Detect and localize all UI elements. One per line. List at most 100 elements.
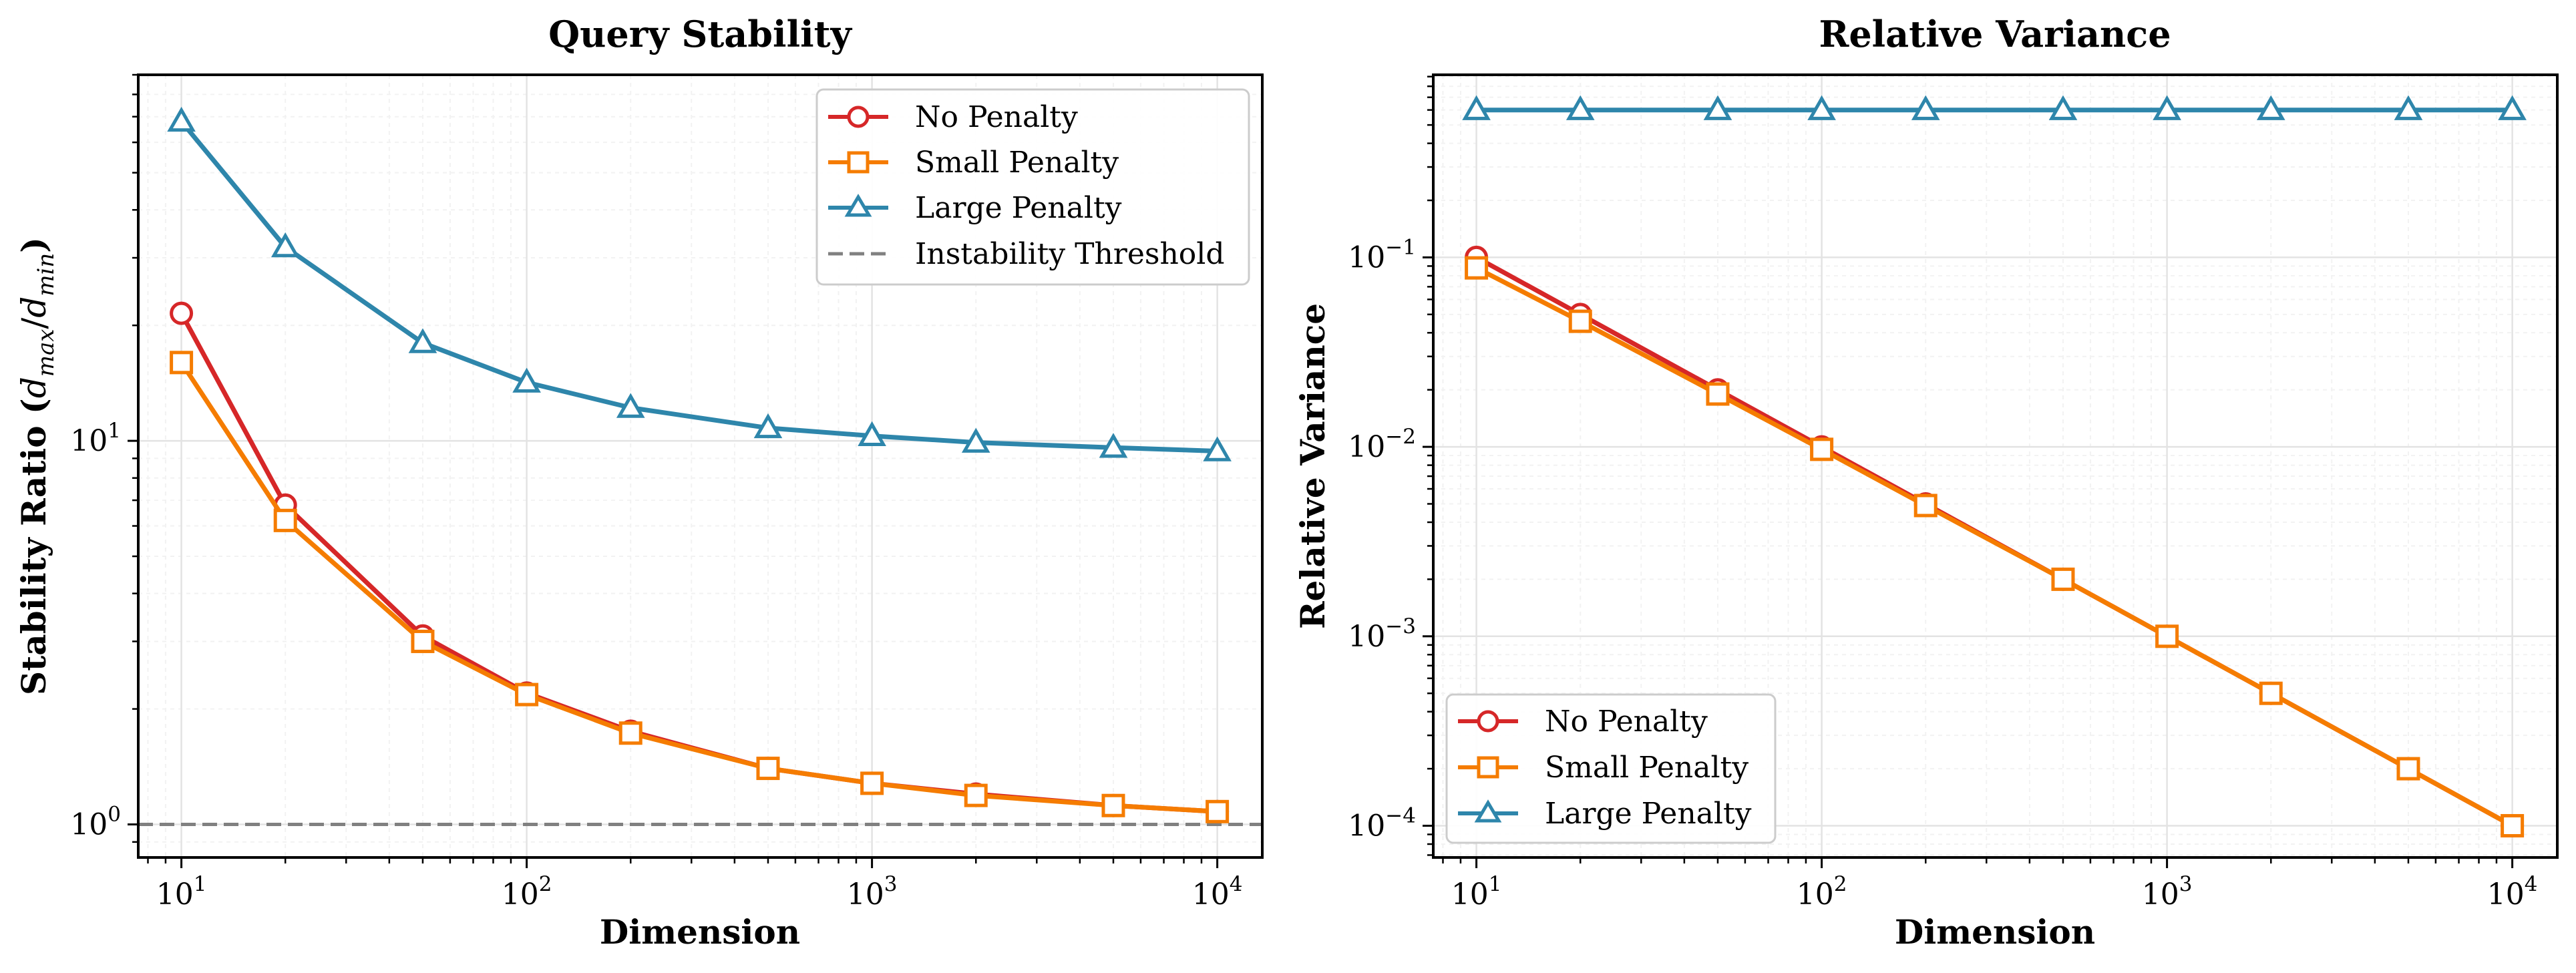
x-tick-label: 103 — [847, 872, 898, 912]
tick-labels: 101 102 103 104 10−4 10−3 10−2 10−1 — [1348, 235, 2537, 912]
x-axis-label: Dimension — [1895, 912, 2095, 952]
data-point-large-penalty — [1099, 433, 1128, 458]
legend-label: No Penalty — [1545, 705, 1708, 739]
y-axis-label-suffix: ) — [14, 237, 53, 253]
data-point-small-penalty — [618, 721, 642, 745]
data-point-no-penalty — [170, 301, 194, 325]
x-tick-label: 101 — [156, 872, 207, 912]
data-point-small-penalty — [1206, 799, 1230, 823]
data-point-small-penalty — [860, 771, 884, 795]
legend-entry-large-penalty: Large Penalty — [1458, 797, 1752, 831]
series-line-small-penalty — [1474, 265, 2515, 828]
y-axis-label-d1: d — [15, 377, 53, 398]
legend-entry-small-penalty: Small Penalty — [828, 146, 1119, 180]
data-point-small-penalty — [411, 629, 435, 653]
x-tick-label: 104 — [2487, 872, 2538, 912]
x-tick-label: 102 — [1797, 872, 1847, 912]
data-point-large-penalty — [1807, 95, 1836, 120]
legend-marker-circle — [1477, 710, 1499, 733]
data-point-large-penalty — [1911, 95, 1940, 120]
legend-entry-no-penalty: No Penalty — [828, 100, 1078, 134]
y-axis-label-sub2: min — [33, 253, 59, 297]
y-axis-label-slash: / — [15, 318, 53, 329]
data-point-small-penalty — [2259, 681, 2283, 705]
legend-marker-square — [1477, 756, 1499, 779]
x-tick-label: 102 — [502, 872, 552, 912]
ticks — [1423, 75, 2514, 868]
x-axis-label: Dimension — [600, 912, 800, 952]
plot-frame — [137, 73, 1264, 859]
data-point-small-penalty — [2501, 813, 2525, 837]
data-point-large-penalty — [1203, 436, 1232, 461]
series-group — [167, 106, 1232, 823]
legend-box — [1445, 693, 1777, 844]
data-point-large-penalty — [512, 367, 541, 393]
series-line-large-penalty — [179, 119, 1220, 453]
data-point-small-penalty — [2396, 757, 2420, 781]
data-point-small-penalty — [2051, 567, 2075, 591]
series-line-small-penalty — [179, 360, 1220, 814]
legend-label: Large Penalty — [1545, 797, 1752, 831]
y-tick-label: 100 — [70, 802, 121, 841]
data-point-small-penalty — [515, 683, 539, 707]
legend-marker-square — [847, 151, 870, 174]
data-point-large-penalty — [2394, 95, 2423, 120]
chart-title: Query Stability — [548, 13, 852, 55]
data-point-small-penalty — [1810, 437, 1834, 461]
data-point-large-penalty — [1703, 95, 1732, 120]
y-axis-label-prefix: Stability Ratio ( — [14, 398, 53, 695]
data-point-large-penalty — [2048, 95, 2078, 120]
legend: No Penalty Small Penalty Large Penalty — [1445, 693, 1777, 844]
variance-panel: 101 102 103 104 10−4 10−3 10−2 10−1 Relative Va… — [1293, 13, 2559, 952]
legend-label: Small Penalty — [915, 146, 1119, 180]
tick-labels: 101 102 103 104 100 101 — [70, 419, 1242, 912]
data-point-small-penalty — [170, 351, 194, 375]
y-axis-label: Relative Variance — [1293, 303, 1332, 629]
y-axis-label-sub1: max — [33, 329, 59, 377]
data-point-large-penalty — [616, 393, 645, 418]
data-point-small-penalty — [1913, 494, 1938, 518]
data-point-small-penalty — [2155, 624, 2179, 648]
y-tick-label: 101 — [70, 419, 121, 458]
y-axis-label: Stability Ratio (dmax/dmin) — [14, 237, 59, 695]
legend-marker-triangle — [1474, 799, 1502, 823]
plot-frame — [1432, 73, 2559, 859]
series-group — [1462, 95, 2527, 837]
legend-box — [815, 88, 1250, 286]
data-point-large-penalty — [961, 427, 990, 453]
legend-label: Large Penalty — [915, 191, 1122, 225]
legend-label: Instability Threshold — [915, 237, 1225, 271]
data-point-small-penalty — [964, 783, 988, 807]
chart-title: Relative Variance — [1819, 13, 2171, 55]
legend-entry-no-penalty: No Penalty — [1458, 705, 1708, 739]
y-tick-label: 10−2 — [1348, 425, 1416, 464]
legend-marker-triangle — [844, 194, 872, 217]
data-point-large-penalty — [1462, 95, 1491, 120]
legend: No Penalty Small Penalty Large Penalty I… — [815, 88, 1250, 286]
data-point-large-penalty — [753, 413, 783, 439]
data-point-small-penalty — [1706, 382, 1730, 406]
data-point-large-penalty — [2498, 95, 2527, 120]
data-point-large-penalty — [2256, 95, 2285, 120]
x-tick-label: 103 — [2142, 872, 2193, 912]
legend-entry-small-penalty: Small Penalty — [1458, 751, 1749, 785]
data-point-large-penalty — [270, 232, 300, 258]
data-point-large-penalty — [2153, 95, 2181, 120]
legend-label: No Penalty — [915, 100, 1078, 134]
x-tick-label: 104 — [1192, 872, 1243, 912]
legend-marker-circle — [847, 106, 870, 128]
data-point-large-penalty — [167, 106, 196, 132]
x-tick-label: 101 — [1451, 872, 1502, 912]
legend-entry-instability-threshold: Instability Threshold — [828, 237, 1225, 271]
data-point-small-penalty — [273, 508, 297, 532]
stability-panel: 101 102 103 104 100 101 Query Stability Dimen… — [14, 13, 1264, 952]
data-point-small-penalty — [1465, 256, 1489, 280]
data-point-large-penalty — [408, 328, 437, 353]
data-point-large-penalty — [858, 421, 886, 446]
data-point-large-penalty — [1566, 95, 1595, 120]
data-point-small-penalty — [1568, 309, 1592, 333]
y-tick-label: 10−1 — [1348, 235, 1416, 274]
ticks — [128, 73, 1219, 868]
